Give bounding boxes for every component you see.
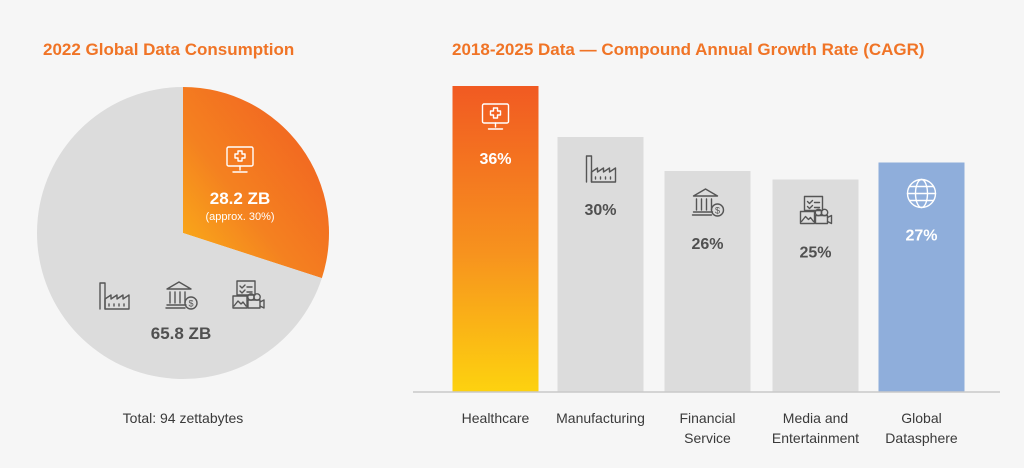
bar-category-label-healthcare: Healthcare bbox=[462, 410, 530, 426]
pie-slice-healthcare-note: (approx. 30%) bbox=[205, 211, 274, 223]
bar-category-label-financial-service: Financial Service bbox=[679, 410, 735, 446]
bar-value-label-media-and-entertainment: 25% bbox=[799, 245, 831, 262]
bar-category-label-media-and-entertainment: Media and Entertainment bbox=[772, 410, 859, 446]
bar-financial-service bbox=[664, 171, 751, 392]
pie-slice-other bbox=[36, 87, 322, 379]
pie-chart-title: 2022 Global Data Consumption bbox=[43, 40, 294, 59]
pie-slice-healthcare-value: 28.2 ZB bbox=[210, 189, 270, 208]
bank-icon: $ bbox=[165, 281, 198, 310]
svg-text:$: $ bbox=[188, 299, 193, 309]
media-icon bbox=[232, 280, 265, 309]
bar-value-label-manufacturing: 30% bbox=[584, 202, 616, 219]
pie-chart: 28.2 ZB (approx. 30%) $65.8 ZB bbox=[36, 87, 330, 379]
pie-slice-healthcare bbox=[183, 87, 330, 279]
bar-manufacturing bbox=[557, 137, 644, 392]
bar-value-label-healthcare: 36% bbox=[479, 151, 511, 168]
media-icon bbox=[799, 195, 833, 225]
bar-global-datasphere bbox=[878, 162, 965, 392]
bar-category-label-manufacturing: Manufacturing bbox=[556, 410, 645, 426]
bar-chart-title: 2018-2025 Data — Compound Annual Growth … bbox=[452, 40, 925, 59]
bar-healthcare bbox=[452, 86, 539, 392]
factory-icon bbox=[585, 155, 617, 183]
bar-value-label-financial-service: 26% bbox=[691, 236, 723, 253]
healthcare-monitor-icon bbox=[481, 103, 510, 130]
globe-icon bbox=[906, 178, 937, 209]
pie-total-label: Total: 94 zettabytes bbox=[123, 410, 244, 426]
bank-icon: $ bbox=[691, 188, 725, 217]
bar-chart: 36% Healthcare 30% Manufacturing $26% Financi… bbox=[452, 86, 965, 446]
svg-text:$: $ bbox=[715, 206, 720, 216]
bar-category-label-global-datasphere: Global Datasphere bbox=[885, 410, 958, 446]
healthcare-monitor-icon bbox=[226, 146, 254, 173]
pie-slice-other-value: 65.8 ZB bbox=[151, 324, 211, 343]
bar-value-label-global-datasphere: 27% bbox=[905, 228, 937, 245]
factory-icon bbox=[99, 282, 130, 310]
